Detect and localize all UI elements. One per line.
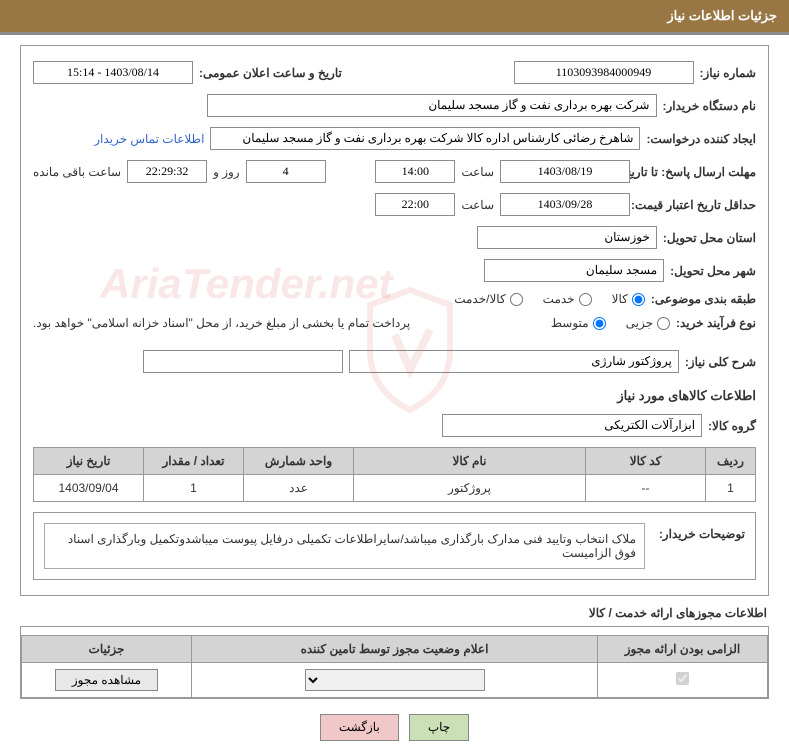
validity-date-input[interactable] bbox=[500, 193, 630, 216]
province-label: استان محل تحویل: bbox=[663, 231, 756, 245]
buyer-note-box: توضیحات خریدار: ملاک انتخاب وتایید فنی م… bbox=[33, 512, 756, 580]
deadline-label: مهلت ارسال پاسخ: تا تاریخ: bbox=[636, 165, 756, 179]
days-and-label: روز و bbox=[213, 165, 240, 179]
hours-remaining-input[interactable] bbox=[127, 160, 207, 183]
cell-code: -- bbox=[586, 475, 706, 502]
action-buttons-row: چاپ بازگشت bbox=[0, 714, 789, 741]
main-details-frame: شماره نیاز: تاریخ و ساعت اعلان عمومی: نا… bbox=[20, 45, 769, 596]
permit-frame: الزامی بودن ارائه مجوز اعلام وضعیت مجوز … bbox=[20, 626, 769, 699]
page-title: جزئیات اطلاعات نیاز bbox=[667, 8, 777, 23]
category-label: طبقه بندی موضوعی: bbox=[651, 292, 756, 306]
permit-th-status: اعلام وضعیت مجوز توسط تامین کننده bbox=[192, 636, 598, 663]
category-both-radio[interactable]: کالا/خدمت bbox=[454, 292, 522, 306]
announce-label: تاریخ و ساعت اعلان عمومی: bbox=[199, 66, 342, 80]
cell-date: 1403/09/04 bbox=[34, 475, 144, 502]
group-label: گروه کالا: bbox=[708, 419, 756, 433]
validity-time-input[interactable] bbox=[375, 193, 455, 216]
permit-required-checkbox bbox=[676, 672, 689, 685]
process-label: نوع فرآیند خرید: bbox=[676, 316, 756, 330]
th-date: تاریخ نیاز bbox=[34, 448, 144, 475]
goods-section-title: اطلاعات کالاهای مورد نیاز bbox=[33, 388, 756, 404]
category-service-radio[interactable]: خدمت bbox=[543, 292, 592, 306]
payment-note: پرداخت تمام یا بخشی از مبلغ خرید، از محل… bbox=[33, 316, 410, 330]
time-remaining-label: ساعت باقی مانده bbox=[33, 165, 121, 179]
desc-input[interactable] bbox=[349, 350, 679, 373]
th-code: کد کالا bbox=[586, 448, 706, 475]
th-name: نام کالا bbox=[354, 448, 586, 475]
cell-unit: عدد bbox=[244, 475, 354, 502]
th-unit: واحد شمارش bbox=[244, 448, 354, 475]
province-input[interactable] bbox=[477, 226, 657, 249]
page-title-bar: جزئیات اطلاعات نیاز bbox=[0, 0, 789, 35]
goods-table: ردیف کد کالا نام کالا واحد شمارش تعداد /… bbox=[33, 447, 756, 502]
permit-th-required: الزامی بودن ارائه مجوز bbox=[598, 636, 768, 663]
permit-status-select[interactable] bbox=[305, 669, 485, 691]
time-label-2: ساعت bbox=[461, 198, 494, 212]
category-goods-radio[interactable]: کالا bbox=[612, 292, 645, 306]
back-button[interactable]: بازگشت bbox=[320, 714, 399, 741]
buyer-org-input[interactable] bbox=[207, 94, 657, 117]
desc-label: شرح کلی نیاز: bbox=[685, 355, 756, 369]
view-permit-button[interactable]: مشاهده مجوز bbox=[55, 669, 158, 691]
th-row: ردیف bbox=[706, 448, 756, 475]
print-button[interactable]: چاپ bbox=[409, 714, 469, 741]
permit-table: الزامی بودن ارائه مجوز اعلام وضعیت مجوز … bbox=[21, 635, 768, 698]
need-number-label: شماره نیاز: bbox=[700, 66, 756, 80]
permit-section-title: اطلاعات مجوزهای ارائه خدمت / کالا bbox=[22, 606, 767, 620]
note-text: ملاک انتخاب وتایید فنی مدارک بارگذاری می… bbox=[44, 523, 645, 569]
note-label: توضیحات خریدار: bbox=[655, 523, 745, 569]
buyer-contact-link[interactable]: اطلاعات تماس خریدار bbox=[94, 132, 204, 146]
days-remaining-input[interactable] bbox=[246, 160, 326, 183]
group-input[interactable] bbox=[442, 414, 702, 437]
process-medium-radio[interactable]: متوسط bbox=[551, 316, 606, 330]
requester-label: ایجاد کننده درخواست: bbox=[646, 132, 756, 146]
cell-row: 1 bbox=[706, 475, 756, 502]
desc-extra-input[interactable] bbox=[143, 350, 343, 373]
table-row: 1 -- پروژکتور عدد 1 1403/09/04 bbox=[34, 475, 756, 502]
buyer-org-label: نام دستگاه خریدار: bbox=[663, 99, 757, 113]
city-label: شهر محل تحویل: bbox=[670, 264, 756, 278]
permit-th-details: جزئیات bbox=[22, 636, 192, 663]
time-label-1: ساعت bbox=[461, 165, 494, 179]
cell-name: پروژکتور bbox=[354, 475, 586, 502]
validity-label: حداقل تاریخ اعتبار قیمت: تا تاریخ: bbox=[636, 198, 756, 212]
th-qty: تعداد / مقدار bbox=[144, 448, 244, 475]
announce-date-input[interactable] bbox=[33, 61, 193, 84]
process-partial-radio[interactable]: جزیی bbox=[626, 316, 670, 330]
permit-row: مشاهده مجوز bbox=[22, 663, 768, 698]
cell-qty: 1 bbox=[144, 475, 244, 502]
deadline-date-input[interactable] bbox=[500, 160, 630, 183]
city-input[interactable] bbox=[484, 259, 664, 282]
requester-input[interactable] bbox=[210, 127, 640, 150]
need-number-input[interactable] bbox=[514, 61, 694, 84]
deadline-time-input[interactable] bbox=[375, 160, 455, 183]
